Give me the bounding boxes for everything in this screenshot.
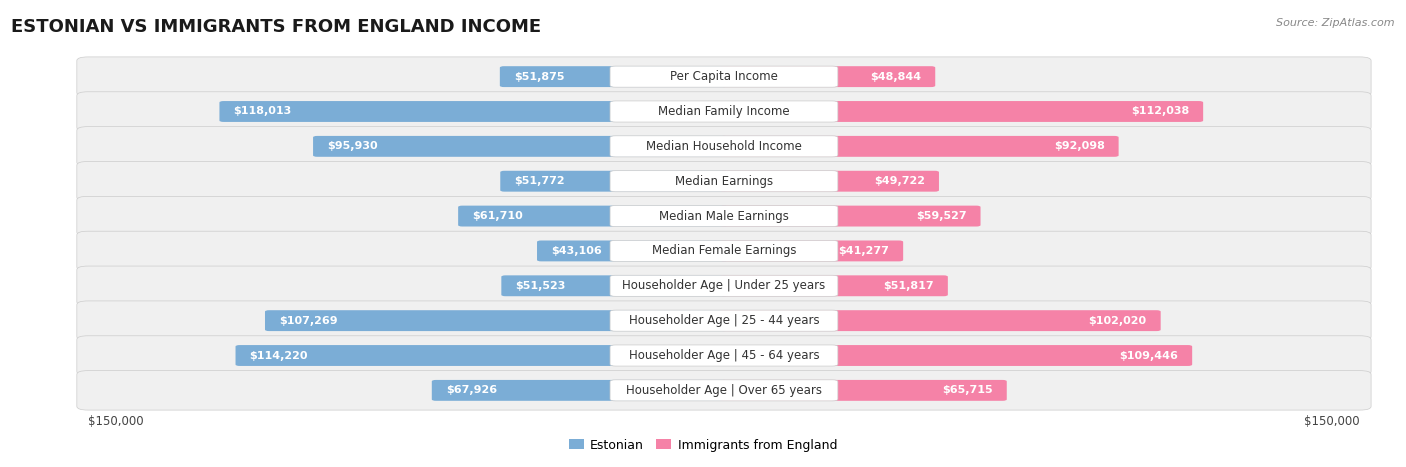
Text: $150,000: $150,000 [89,415,143,428]
Text: Householder Age | 45 - 64 years: Householder Age | 45 - 64 years [628,349,820,362]
FancyBboxPatch shape [77,266,1371,305]
FancyBboxPatch shape [458,205,728,226]
FancyBboxPatch shape [610,275,838,297]
Text: $65,715: $65,715 [942,385,993,396]
Text: $41,277: $41,277 [838,246,889,256]
Text: $59,527: $59,527 [915,211,966,221]
Text: $95,930: $95,930 [328,142,378,151]
Text: Per Capita Income: Per Capita Income [671,70,778,83]
Text: $112,038: $112,038 [1130,106,1189,116]
FancyBboxPatch shape [77,127,1371,166]
Text: $51,772: $51,772 [515,176,565,186]
Text: $150,000: $150,000 [1305,415,1360,428]
FancyBboxPatch shape [219,101,728,122]
FancyBboxPatch shape [502,276,728,296]
Legend: Estonian, Immigrants from England: Estonian, Immigrants from England [564,433,842,457]
FancyBboxPatch shape [610,205,838,226]
FancyBboxPatch shape [720,136,1119,157]
FancyBboxPatch shape [314,136,728,157]
FancyBboxPatch shape [720,241,903,262]
Text: Median Female Earnings: Median Female Earnings [652,244,796,257]
Text: $51,523: $51,523 [516,281,565,291]
FancyBboxPatch shape [720,101,1204,122]
Text: Median Household Income: Median Household Income [645,140,801,153]
FancyBboxPatch shape [77,371,1371,410]
FancyBboxPatch shape [501,66,728,87]
Text: $51,875: $51,875 [513,71,564,82]
Text: $114,220: $114,220 [249,351,308,361]
Text: Median Male Earnings: Median Male Earnings [659,210,789,223]
Text: Median Earnings: Median Earnings [675,175,773,188]
FancyBboxPatch shape [720,345,1192,366]
FancyBboxPatch shape [610,101,838,122]
FancyBboxPatch shape [610,170,838,192]
Text: Householder Age | Over 65 years: Householder Age | Over 65 years [626,384,823,397]
Text: $118,013: $118,013 [233,106,291,116]
Text: $61,710: $61,710 [472,211,523,221]
FancyBboxPatch shape [537,241,728,262]
FancyBboxPatch shape [720,171,939,191]
Text: ESTONIAN VS IMMIGRANTS FROM ENGLAND INCOME: ESTONIAN VS IMMIGRANTS FROM ENGLAND INCO… [11,18,541,36]
FancyBboxPatch shape [610,310,838,331]
FancyBboxPatch shape [77,231,1371,271]
Text: $107,269: $107,269 [278,316,337,325]
FancyBboxPatch shape [264,310,728,331]
FancyBboxPatch shape [610,136,838,157]
Text: Median Family Income: Median Family Income [658,105,790,118]
FancyBboxPatch shape [610,345,838,366]
FancyBboxPatch shape [610,380,838,401]
FancyBboxPatch shape [720,310,1161,331]
FancyBboxPatch shape [610,241,838,262]
Text: $48,844: $48,844 [870,71,921,82]
FancyBboxPatch shape [236,345,728,366]
FancyBboxPatch shape [720,205,980,226]
FancyBboxPatch shape [77,92,1371,131]
Text: $43,106: $43,106 [551,246,602,256]
FancyBboxPatch shape [77,196,1371,236]
Text: $67,926: $67,926 [446,385,496,396]
FancyBboxPatch shape [77,162,1371,201]
Text: $102,020: $102,020 [1088,316,1147,325]
Text: Householder Age | 25 - 44 years: Householder Age | 25 - 44 years [628,314,820,327]
Text: $92,098: $92,098 [1053,142,1105,151]
FancyBboxPatch shape [720,380,1007,401]
FancyBboxPatch shape [501,171,728,191]
Text: Householder Age | Under 25 years: Householder Age | Under 25 years [623,279,825,292]
Text: $51,817: $51,817 [883,281,934,291]
FancyBboxPatch shape [432,380,728,401]
FancyBboxPatch shape [720,276,948,296]
FancyBboxPatch shape [77,336,1371,375]
FancyBboxPatch shape [610,66,838,87]
FancyBboxPatch shape [720,66,935,87]
Text: $109,446: $109,446 [1119,351,1178,361]
Text: Source: ZipAtlas.com: Source: ZipAtlas.com [1277,18,1395,28]
FancyBboxPatch shape [77,57,1371,96]
FancyBboxPatch shape [77,301,1371,340]
Text: $49,722: $49,722 [875,176,925,186]
